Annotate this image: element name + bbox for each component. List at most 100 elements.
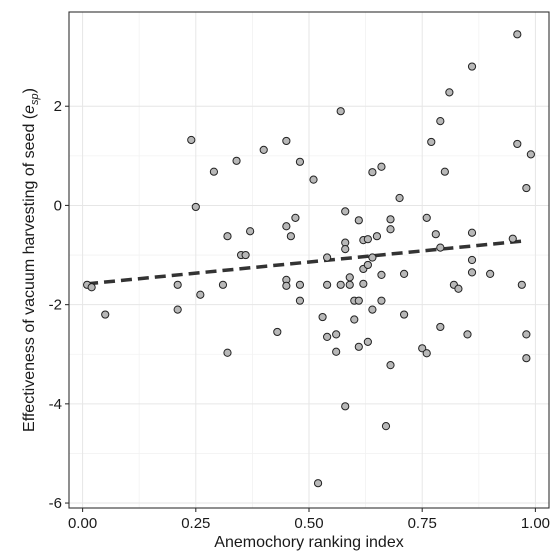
data-point (440, 167, 449, 176)
data-point (173, 280, 182, 289)
data-point (345, 280, 354, 289)
data-point (522, 354, 531, 363)
data-point (341, 207, 350, 216)
data-point (191, 202, 200, 212)
y-axis-title-suffix: ) (21, 88, 38, 93)
data-point (522, 183, 531, 193)
data-point (522, 330, 531, 339)
y-tick-label: 0 (54, 197, 62, 214)
data-point (345, 273, 354, 282)
data-point (363, 260, 372, 270)
data-point (377, 270, 386, 279)
data-point (381, 422, 391, 431)
data-point (295, 296, 305, 305)
x-tick-label: 0.25 (181, 515, 210, 532)
data-point (508, 234, 517, 243)
data-point (259, 145, 268, 154)
data-point (196, 290, 205, 299)
data-point (282, 136, 291, 146)
data-point (526, 150, 535, 159)
y-axis-title-subscript: sp (29, 93, 41, 105)
data-point (467, 255, 477, 265)
data-point (513, 139, 522, 149)
data-point (282, 222, 291, 231)
data-point (232, 156, 241, 165)
x-axis-title: Anemochory ranking index (214, 534, 403, 551)
data-point (431, 230, 440, 239)
data-point (173, 305, 182, 314)
data-point (486, 269, 495, 278)
x-tick-label: 0.75 (408, 515, 437, 532)
data-point (313, 479, 323, 488)
data-point (372, 232, 382, 241)
x-tick-label: 0.00 (68, 515, 97, 532)
data-point (223, 348, 232, 357)
data-point (336, 107, 345, 116)
data-point (295, 157, 305, 166)
data-point (368, 305, 377, 314)
data-point (377, 296, 386, 305)
data-point (291, 213, 300, 222)
data-point (295, 280, 305, 289)
data-point (395, 193, 404, 203)
points-layer (83, 30, 535, 488)
data-point (363, 235, 372, 244)
data-point (377, 162, 386, 171)
data-point (422, 213, 431, 222)
data-point (418, 344, 427, 353)
data-point (422, 349, 431, 358)
data-point (350, 315, 359, 324)
data-point (223, 232, 232, 241)
x-tick-label: 0.50 (294, 515, 323, 532)
data-point (436, 243, 445, 252)
y-axis-title-symbol: e (21, 105, 38, 114)
trend-line (86, 239, 523, 286)
data-point (386, 215, 395, 224)
grid (69, 12, 549, 508)
data-point (368, 253, 377, 262)
data-point (513, 30, 522, 39)
y-axis-title: Effectiveness of vacuum harvesting of se… (21, 88, 41, 432)
data-point (323, 253, 332, 262)
y-tick-label: 2 (54, 98, 62, 115)
data-point (282, 281, 291, 290)
y-tick-label: -4 (49, 396, 62, 413)
data-point (354, 296, 363, 305)
data-point (341, 402, 350, 411)
data-point (354, 216, 363, 225)
data-point (323, 280, 332, 289)
y-axis-title-prefix: Effectiveness of vacuum harvesting of se… (21, 113, 38, 432)
data-point (241, 250, 250, 260)
axes: 0.00 0.25 0.50 0.75 1.00 -6 -4 -2 0 2 (49, 11, 550, 532)
data-point (209, 167, 219, 176)
data-point (309, 175, 318, 184)
data-point (467, 268, 477, 277)
data-point (368, 168, 377, 177)
data-point (323, 332, 332, 341)
data-point (399, 310, 409, 319)
trend-layer (86, 239, 523, 286)
data-point (436, 117, 445, 126)
data-point (467, 62, 477, 71)
data-point (517, 280, 526, 289)
data-point (427, 137, 436, 147)
data-point (436, 322, 445, 332)
data-point (273, 327, 282, 337)
data-point (318, 312, 327, 322)
data-point (332, 347, 341, 356)
y-tick-label: -6 (49, 495, 62, 512)
data-point (286, 232, 295, 241)
data-point (246, 227, 255, 236)
data-point (341, 244, 350, 254)
data-point (187, 135, 196, 145)
data-point (101, 310, 110, 319)
data-point (445, 88, 454, 97)
data-point (386, 225, 395, 234)
x-tick-label: 1.00 (521, 515, 550, 532)
data-point (354, 342, 363, 351)
data-point (218, 280, 228, 289)
data-point (467, 228, 477, 237)
data-point (363, 337, 372, 346)
